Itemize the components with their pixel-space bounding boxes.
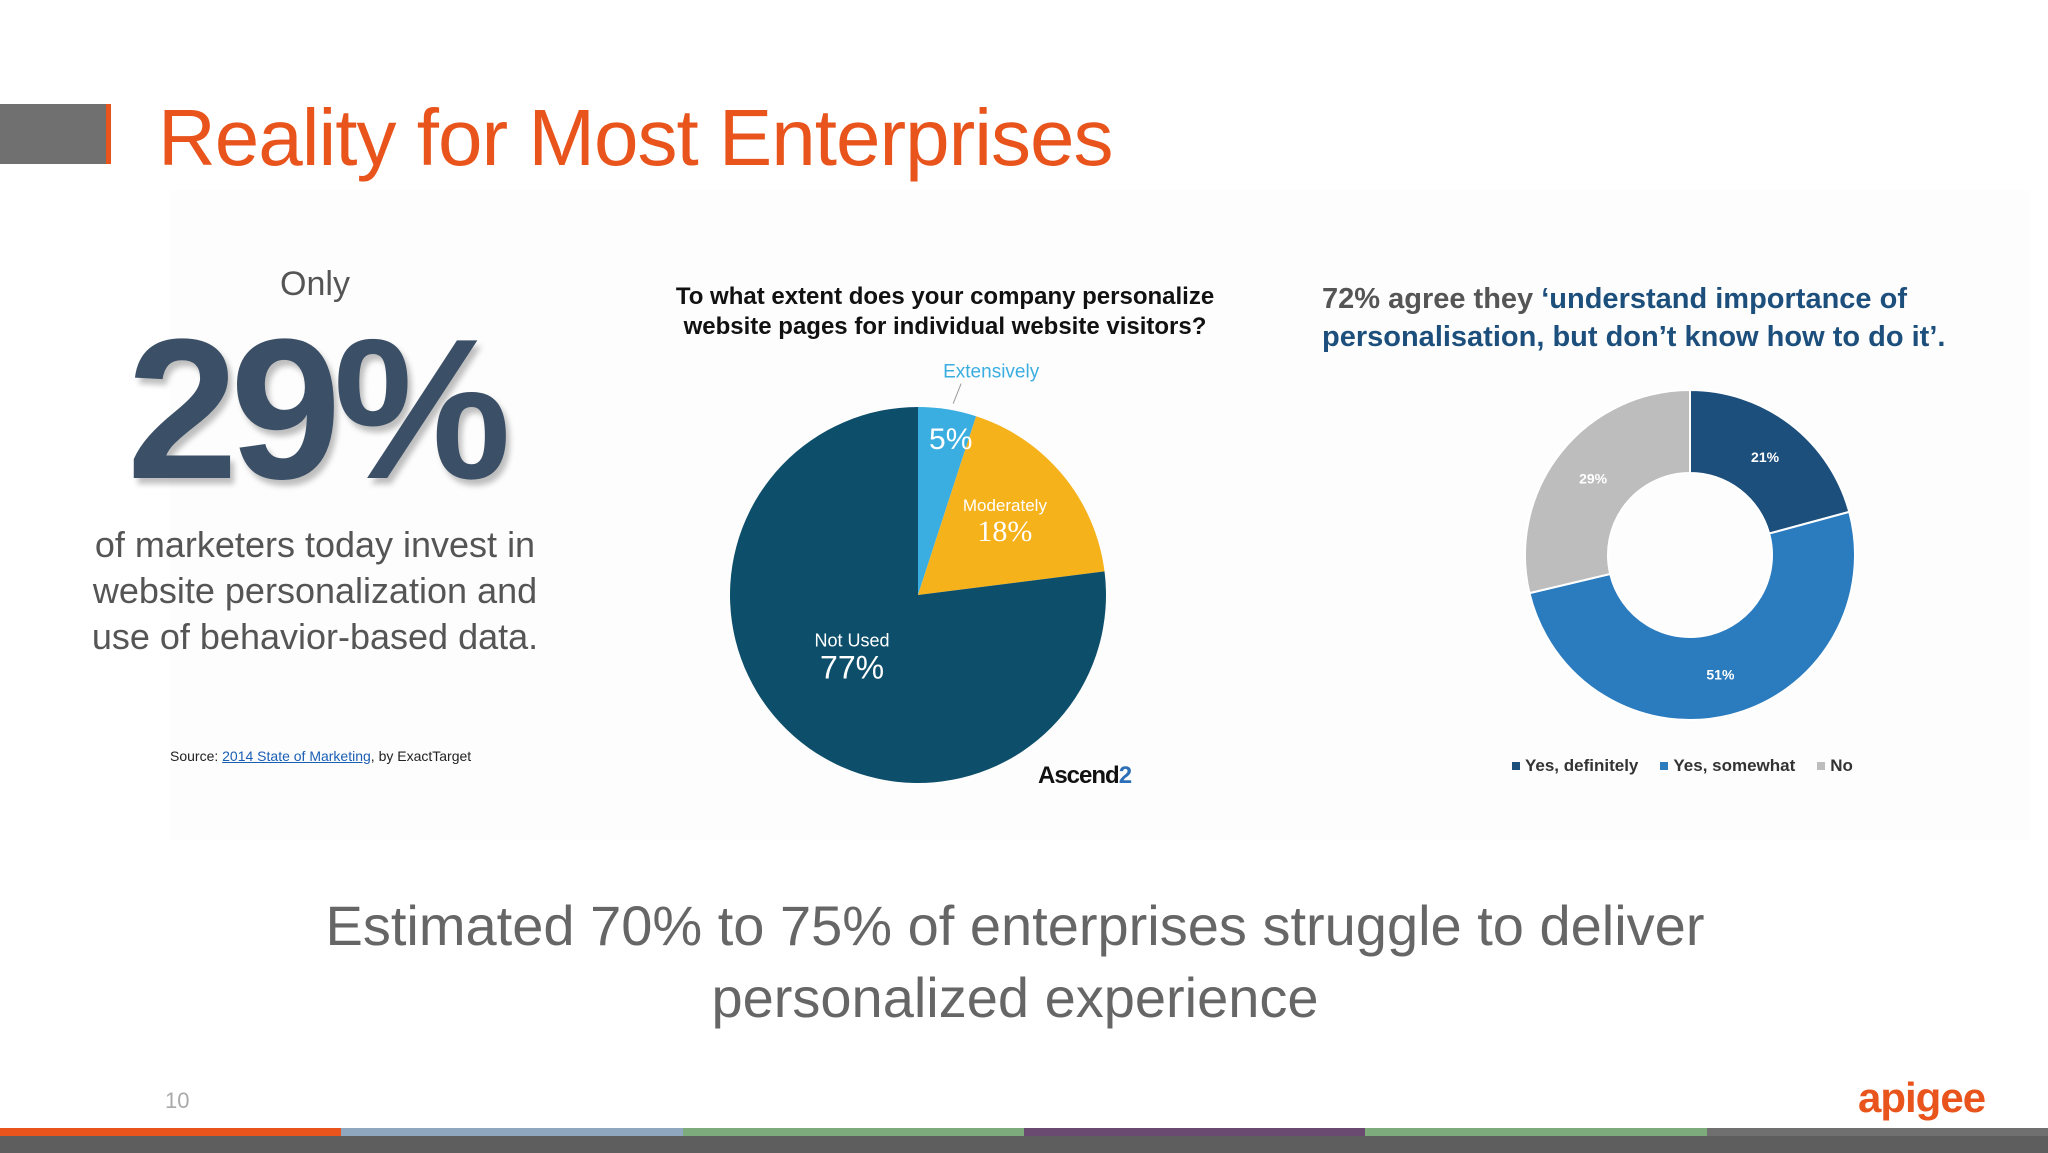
legend-swatch [1660, 762, 1669, 770]
source-suffix: , by ExactTarget [370, 748, 472, 764]
pie-value-not-used: 77% [820, 649, 884, 685]
donut-slice-yes-somewhat [1528, 510, 1856, 721]
source-prefix: Source: [170, 748, 223, 764]
stat-description: of marketers today invest in website per… [60, 522, 570, 660]
pie-slice-not-used [730, 407, 1106, 783]
donut-legend: Yes, definitely Yes, somewhat No [1512, 756, 1853, 776]
title-accent-bar [0, 104, 108, 164]
stat-desc-line-1: of marketers today invest in [94, 524, 536, 565]
pie-leader-line [952, 383, 962, 404]
footer-stripe-segment [341, 1128, 683, 1136]
bottom-line-2: personalized experience [711, 966, 1319, 1029]
footer-color-stripe [0, 1128, 2048, 1136]
pie-chart-title: To what extent does your company persona… [650, 282, 1240, 342]
pie-title-line-2: website pages for individual website vis… [683, 313, 1207, 340]
footer-stripe-segment [682, 1128, 1024, 1136]
pie-value-moderately: 18% [977, 515, 1032, 548]
legend-label: Yes, definitely [1525, 756, 1639, 775]
title-accent-tick [106, 104, 111, 164]
bottom-line-1: Estimated 70% to 75% of enterprises stru… [325, 894, 1705, 957]
legend-item: Yes, somewhat [1660, 756, 1795, 776]
pie-slice-extensively [918, 407, 977, 595]
ascend-logo-text: Ascend [1038, 762, 1120, 789]
pie-value-extensively: 5% [929, 423, 972, 456]
stat-source: Source: 2014 State of Marketing, by Exac… [170, 748, 471, 764]
donut-title-highlight-1: ‘understand importance of [1541, 283, 1907, 315]
footer-stripe-segment [1365, 1128, 1707, 1136]
pie-title-line-1: To what extent does your company persona… [675, 283, 1215, 310]
donut-value-label: 21% [1751, 449, 1780, 465]
donut-chart: 21% 51% 29% [1524, 388, 1856, 721]
pie-slice-moderately [918, 416, 1105, 595]
stat-big-percent: 29% [126, 298, 511, 521]
legend-item: Yes, definitely [1512, 756, 1638, 776]
footer-stripe-segment [0, 1128, 342, 1136]
pie-label-not-used: Not Used [815, 630, 890, 650]
legend-swatch [1817, 762, 1826, 770]
stat-only-label: Only [280, 265, 350, 303]
ascend-logo-suffix: 2 [1118, 762, 1132, 789]
pie-label-moderately: Moderately [963, 496, 1048, 515]
legend-label: Yes, somewhat [1673, 756, 1796, 775]
ascend2-logo: Ascend2 [1038, 762, 1132, 790]
content-panel [170, 190, 2030, 840]
bottom-statement: Estimated 70% to 75% of enterprises stru… [200, 890, 1830, 1034]
stat-desc-line-3: use of behavior-based data. [91, 616, 539, 657]
legend-swatch [1512, 762, 1520, 770]
pie-label-extensively: Extensively [943, 362, 1040, 383]
donut-value-label: 29% [1579, 470, 1608, 486]
donut-title-highlight-2: personalisation, but don’t know how to d… [1322, 321, 1946, 353]
slide-title: Reality for Most Enterprises [158, 93, 1114, 182]
page-number: 10 [165, 1088, 190, 1113]
donut-value-label: 51% [1706, 667, 1735, 683]
donut-slice-yes-definitely [1689, 388, 1851, 535]
donut-title-prefix: 72% agree they [1322, 283, 1542, 315]
footer-stripe-segment [1023, 1128, 1366, 1136]
footer-stripe-segment [1706, 1128, 2048, 1136]
legend-item: No [1817, 756, 1853, 776]
donut-chart-title: 72% agree they ‘understand importance of… [1322, 280, 2022, 356]
footer-bar [0, 1136, 2048, 1153]
apigee-logo: apigee [1858, 1074, 1986, 1121]
source-link[interactable]: 2014 State of Marketing [222, 748, 371, 764]
donut-slice-no [1524, 388, 1691, 595]
legend-label: No [1830, 756, 1853, 775]
stat-desc-line-2: website personalization and [92, 570, 538, 611]
